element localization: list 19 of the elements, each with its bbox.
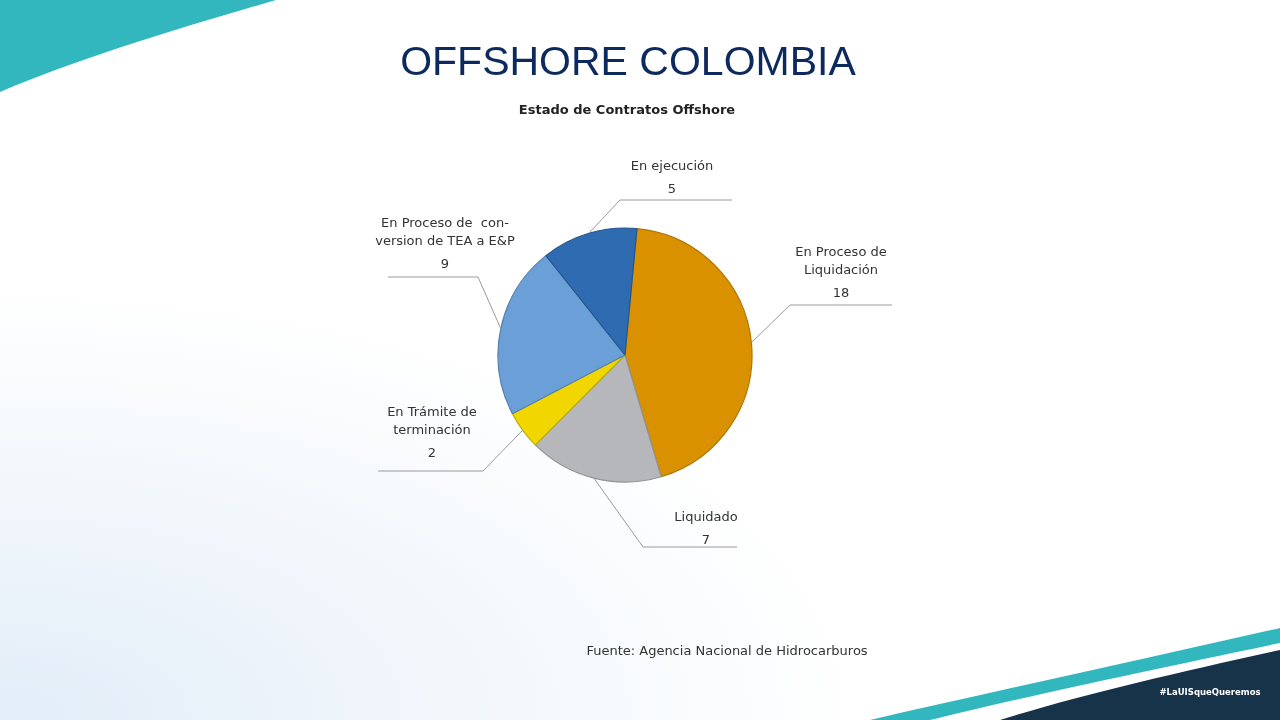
slice-label: En ejecución <box>630 158 714 173</box>
data-label: 9 <box>440 256 450 271</box>
chart-title: OFFSHORE COLOMBIA <box>400 38 857 84</box>
slice-label: En Proceso de Liquidación <box>795 244 887 277</box>
pie-slice <box>511 354 626 446</box>
pie-slice <box>545 227 638 356</box>
text: #LaUISqueQueremos <box>1159 687 1261 697</box>
slice-label: En Proceso de con- version de TEA a E&P <box>375 215 515 248</box>
data-label: 5 <box>667 181 677 196</box>
data-label: 7 <box>701 532 711 547</box>
slice-label: En Trámite de terminación <box>387 404 477 437</box>
data-label: 2 <box>427 445 437 460</box>
slice-label: Liquidado <box>674 509 738 524</box>
pie-slice <box>497 255 626 415</box>
source-note: Fuente: Agencia Nacional de Hidrocarburos <box>586 643 868 658</box>
pie-slice <box>534 354 662 483</box>
pie-slice <box>624 227 753 478</box>
data-label: 18 <box>832 285 850 300</box>
chart-subtitle: Estado de Contratos Offshore <box>518 102 736 117</box>
